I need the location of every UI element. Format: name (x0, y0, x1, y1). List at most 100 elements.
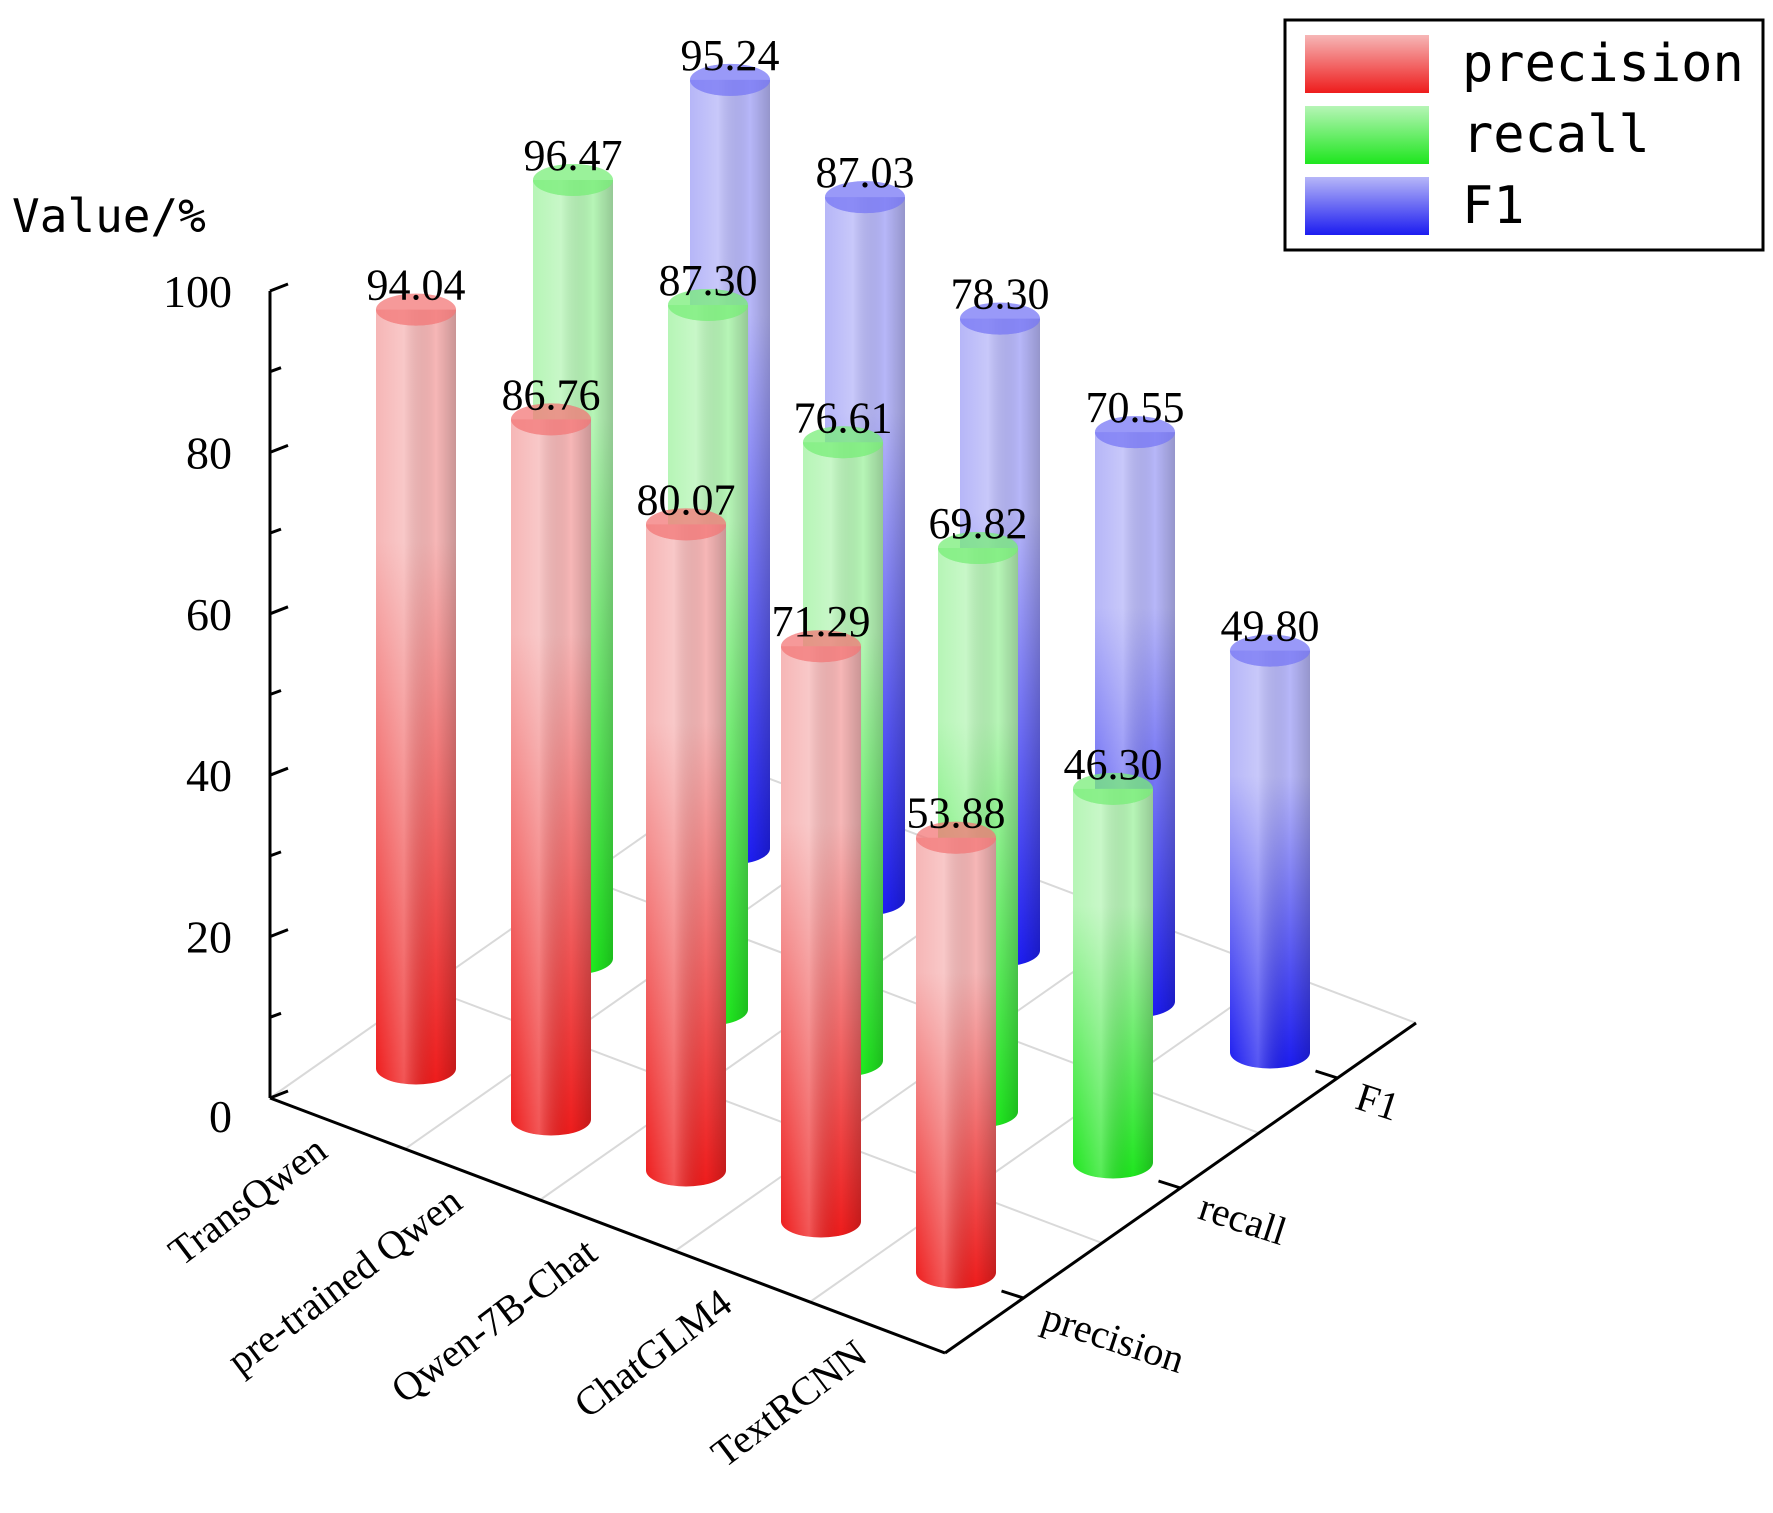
bar-top (533, 163, 613, 196)
bar-top-highlight (825, 181, 905, 214)
bar-top-highlight (533, 163, 613, 196)
value-label: 46.30 (1064, 740, 1163, 789)
bar-shade (376, 309, 456, 1085)
bar-top (376, 293, 456, 326)
legend-label-recall: recall (1462, 105, 1650, 165)
bar-top-highlight (1095, 416, 1175, 449)
series-axis-label: precision (1037, 1294, 1190, 1382)
grid-line (674, 920, 1147, 1252)
y-tick-label: 100 (163, 266, 232, 317)
bar-top-highlight (690, 63, 770, 96)
bar-top-highlight (916, 821, 996, 854)
series-axis-label: F1 (1351, 1074, 1405, 1130)
y-tick (269, 766, 289, 777)
value-label: 96.47 (524, 131, 623, 180)
y-tick (269, 444, 289, 454)
category-label: Qwen-7B-Chat (383, 1229, 605, 1412)
bar-top-highlight (960, 302, 1040, 335)
bar-top-highlight (376, 293, 456, 326)
bar-top (825, 181, 905, 214)
legend-label-precision: precision (1462, 34, 1744, 94)
y-tick (269, 605, 289, 616)
legend: precision recall F1 (1283, 18, 1765, 252)
bar-shade (1073, 788, 1153, 1179)
y-tick-label: 40 (186, 750, 232, 801)
bar-shade (1230, 650, 1310, 1069)
y-tick (269, 850, 282, 858)
bars (376, 63, 1310, 1289)
bar-shade (646, 524, 726, 1187)
value-label: 76.61 (794, 393, 893, 442)
y-tick-label: 80 (186, 427, 232, 478)
y-tick (269, 366, 282, 374)
bar-top (511, 403, 591, 436)
bar-precision (781, 630, 861, 1238)
series-axis-label: recall (1194, 1184, 1292, 1254)
bar-top-highlight (1073, 772, 1153, 805)
category-label: TransQwen (160, 1127, 335, 1274)
y-axis-title: Value/% (12, 189, 206, 243)
value-label: 53.88 (907, 789, 1006, 838)
bar-shade (916, 837, 996, 1289)
value-label: 80.07 (637, 475, 736, 524)
value-label: 78.30 (951, 270, 1050, 319)
bar-top (916, 821, 996, 854)
bar-recall (1073, 772, 1153, 1179)
y-tick (269, 689, 282, 696)
legend-swatch-precision (1305, 35, 1429, 93)
series-tick (1158, 1179, 1181, 1190)
category-label: TextRCNN (703, 1331, 875, 1476)
bar-top (1073, 772, 1153, 805)
x-axis-line (269, 1096, 946, 1355)
value-label: 94.04 (367, 261, 466, 310)
bar-top (668, 288, 748, 321)
bar-top (690, 63, 770, 96)
y-tick (269, 1011, 282, 1019)
bar-top (646, 508, 726, 541)
bar-shade (781, 646, 861, 1238)
series-tick (1315, 1069, 1338, 1080)
value-label: 87.30 (659, 256, 758, 305)
bar-top (781, 630, 861, 663)
y-tick-label: 0 (209, 1091, 232, 1142)
bar-precision (646, 508, 726, 1187)
bar-shade (511, 419, 591, 1136)
value-labels: 95.24 87.03 78.30 70.55 49.80 96.47 87.30 76.61… (367, 31, 1320, 838)
value-label: 49.80 (1221, 602, 1320, 651)
bar-top-highlight (781, 630, 861, 663)
legend-label-F1: F1 (1462, 176, 1525, 236)
y-tick (269, 527, 282, 535)
bar-top (803, 426, 883, 459)
bar-top-highlight (1230, 634, 1310, 667)
value-label: 70.55 (1086, 383, 1185, 432)
value-label: 86.76 (502, 370, 601, 419)
bar-top-highlight (511, 403, 591, 436)
value-label: 87.03 (816, 148, 915, 197)
bar-top-highlight (668, 288, 748, 321)
category-label: ChatGLM4 (566, 1280, 740, 1427)
y-tick (269, 282, 289, 293)
y-tick-label: 60 (186, 589, 232, 640)
bar-top-highlight (938, 532, 1018, 565)
value-label: 69.82 (929, 499, 1028, 548)
grid-line (809, 971, 1282, 1303)
value-label: 95.24 (681, 31, 780, 80)
value-label: 71.29 (772, 597, 871, 646)
bar-top (1230, 634, 1310, 667)
bar-precision (511, 403, 591, 1136)
y-tick (269, 928, 289, 938)
bar-top (960, 302, 1040, 335)
bar-top (938, 532, 1018, 565)
bar-top-highlight (803, 426, 883, 459)
bar-top (1095, 416, 1175, 449)
y-tick-label: 20 (186, 912, 232, 963)
legend-swatch-recall (1305, 106, 1429, 164)
legend-swatch-F1 (1305, 177, 1429, 235)
bar-top-highlight (646, 508, 726, 541)
bar-precision (376, 293, 456, 1085)
y-tick (269, 1089, 289, 1100)
bar-F1 (1230, 634, 1310, 1069)
bar-precision (916, 821, 996, 1289)
series-tick (1001, 1289, 1024, 1300)
